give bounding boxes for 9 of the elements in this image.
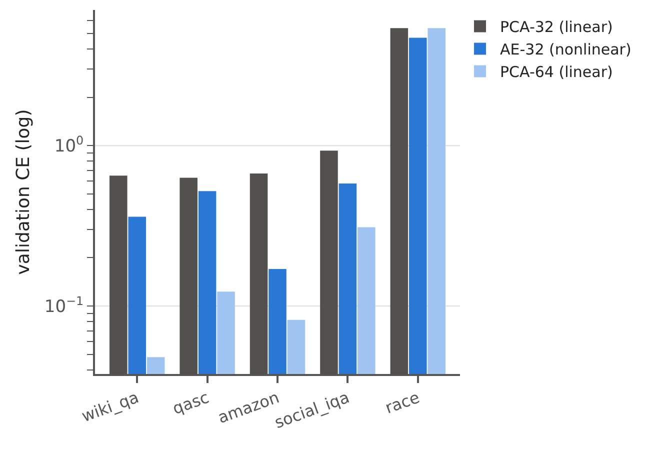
x-tick-label: wiki_qa [79,388,142,426]
x-tick-label: race [382,388,422,418]
y-tick-label: 10$^{0}$ [54,133,84,157]
x-tick-label: qasc [170,388,212,418]
y-tick-label: 10$^{−1}$ [44,294,84,317]
y-axis-title: validation CE (log) [13,109,34,275]
legend-label: AE-32 (nonlinear) [500,40,632,59]
legend-label: PCA-32 (linear) [500,18,613,36]
legend-label: PCA-64 (linear) [500,63,613,82]
